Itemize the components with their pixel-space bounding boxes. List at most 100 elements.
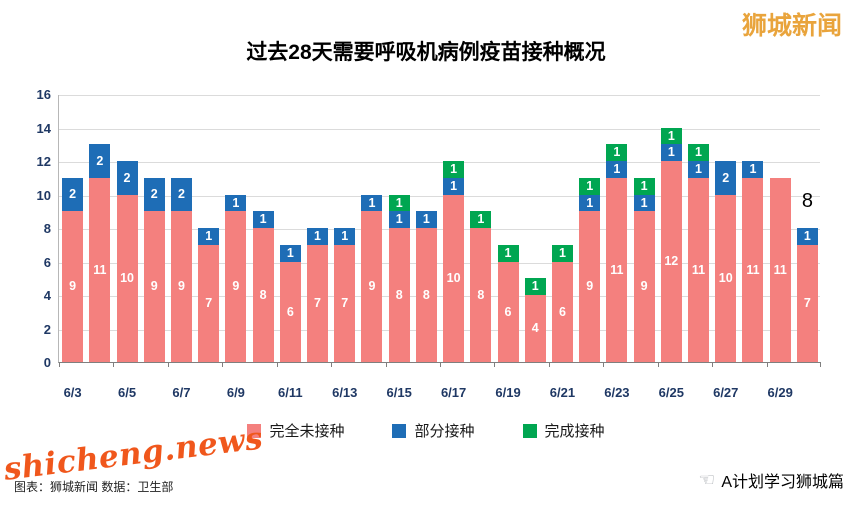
bar-segment-partial: 2 bbox=[116, 161, 138, 195]
x-axis-tickmark bbox=[222, 362, 224, 367]
bar-segment-partial: 1 bbox=[606, 161, 628, 178]
bar-segment-value: 1 bbox=[586, 178, 594, 193]
bar-segment-value: 7 bbox=[803, 296, 811, 311]
y-axis-tick-label: 14 bbox=[36, 120, 51, 136]
bar-segment-value: 1 bbox=[477, 212, 485, 227]
y-axis-tick-label: 16 bbox=[36, 87, 51, 102]
bar-segment-partial: 1 bbox=[361, 194, 383, 212]
legend-item-unvaccinated: 完全未接种 bbox=[247, 420, 344, 441]
bar-segment-value: 10 bbox=[446, 271, 461, 285]
x-axis-tick-label: 6/21 bbox=[549, 385, 576, 400]
x-axis-tick-label: 6/15 bbox=[386, 385, 412, 400]
bar-segment-value: 7 bbox=[205, 296, 213, 311]
bar-segment-value: 1 bbox=[558, 245, 566, 260]
x-axis-tick-label: 6/9 bbox=[226, 385, 245, 400]
x-axis-tickmark bbox=[167, 362, 169, 367]
gridline bbox=[59, 229, 820, 230]
bar-segment-value: 1 bbox=[640, 195, 648, 210]
bar-segment-value: 11 bbox=[93, 262, 107, 277]
legend-swatch bbox=[247, 423, 262, 438]
bar-segment-value: 1 bbox=[695, 145, 702, 160]
bar-segment-value: 1 bbox=[205, 229, 213, 244]
legend-item-full: 完成接种 bbox=[522, 420, 605, 441]
bar-segment-value: 1 bbox=[286, 245, 294, 260]
x-axis-tickmark bbox=[331, 362, 333, 367]
bar-segment-partial: 1 bbox=[388, 211, 410, 228]
bar-segment-value: 11 bbox=[610, 262, 624, 277]
legend-label: 部分接种 bbox=[414, 423, 475, 440]
x-axis-tick-label: 6/23 bbox=[604, 385, 630, 400]
x-axis-tick-label: 6/27 bbox=[713, 385, 739, 400]
gridline bbox=[59, 162, 820, 163]
bar-segment-full: 1 bbox=[688, 144, 710, 161]
bar-segment-value: 1 bbox=[504, 245, 512, 260]
bar-segment-full: 1 bbox=[470, 211, 492, 228]
bar-segment-partial: 1 bbox=[279, 244, 301, 262]
x-axis-tickmark bbox=[276, 362, 278, 367]
bar-segment-value: 1 bbox=[422, 212, 430, 227]
x-axis-tickmark bbox=[113, 362, 115, 367]
bar-segment-value: 9 bbox=[150, 279, 158, 294]
y-axis-tick-label: 8 bbox=[43, 221, 51, 236]
bar-segment-value: 1 bbox=[314, 229, 321, 244]
bar-segment-unvaccinated: 11 bbox=[606, 177, 628, 362]
bar-segment-full: 1 bbox=[524, 278, 546, 295]
bar-segment-full: 1 bbox=[660, 127, 682, 145]
bar-segment-partial: 1 bbox=[415, 211, 437, 228]
bar-segment-partial: 2 bbox=[170, 177, 192, 212]
x-axis-tickmark bbox=[440, 362, 441, 367]
site-logo: 狮城新闻 bbox=[741, 11, 842, 40]
bar-segment-value: 1 bbox=[395, 212, 403, 227]
y-axis-tick-label: 12 bbox=[36, 154, 51, 169]
bar-segment-unvaccinated: 11 bbox=[769, 177, 791, 362]
bar-segment-value: 6 bbox=[286, 304, 294, 319]
y-axis-tick-label: 4 bbox=[43, 288, 51, 303]
gridline bbox=[59, 95, 820, 96]
bar-segment-partial: 1 bbox=[198, 228, 220, 245]
bar-segment-unvaccinated: 6 bbox=[497, 261, 519, 362]
bar-segment-value: 9 bbox=[586, 279, 594, 294]
bar-segment-value: 8 bbox=[477, 287, 485, 302]
bar-segment-value: 9 bbox=[368, 279, 376, 294]
bar-segment-unvaccinated: 8 bbox=[470, 228, 492, 362]
gridline bbox=[59, 262, 820, 264]
x-axis-tick-label: 6/17 bbox=[440, 385, 467, 400]
bar-segment-unvaccinated: 7 bbox=[796, 244, 818, 362]
gridline bbox=[59, 296, 820, 297]
gridline bbox=[59, 195, 820, 197]
bar-total-annotation: 8 bbox=[801, 189, 813, 212]
bar-segment-partial: 2 bbox=[62, 177, 84, 212]
bar-segment-partial: 1 bbox=[334, 228, 356, 245]
bar-segment-unvaccinated: 8 bbox=[388, 228, 410, 362]
bar-segment-unvaccinated: 10 bbox=[715, 194, 737, 362]
bar-segment-partial: 1 bbox=[443, 177, 465, 195]
bar-segment-value: 11 bbox=[746, 262, 760, 277]
chart-legend: 完全未接种 部分接种 完成接种 bbox=[0, 420, 852, 441]
bar-segment-partial: 1 bbox=[688, 161, 710, 178]
x-axis-tickmark bbox=[603, 362, 605, 367]
x-axis-tickmark bbox=[657, 362, 659, 367]
bar-segment-value: 9 bbox=[69, 279, 77, 294]
bar-segment-value: 7 bbox=[314, 296, 321, 311]
bar-segment-unvaccinated: 11 bbox=[89, 177, 111, 362]
bar-segment-partial: 1 bbox=[796, 228, 818, 245]
bar-segment-value: 1 bbox=[667, 145, 675, 160]
bar-segment-value: 1 bbox=[232, 195, 240, 210]
bar-segment-value: 1 bbox=[368, 195, 376, 210]
bar-segment-value: 1 bbox=[341, 229, 349, 244]
x-axis-tick-label: 6/11 bbox=[278, 385, 303, 400]
bar-segment-value: 6 bbox=[558, 304, 566, 319]
bar-segment-value: 12 bbox=[664, 254, 679, 269]
bar-segment-value: 9 bbox=[177, 279, 185, 294]
bar-segment-unvaccinated: 6 bbox=[551, 261, 573, 362]
bar-segment-partial: 1 bbox=[660, 144, 682, 161]
bar-segment-unvaccinated: 10 bbox=[443, 194, 465, 362]
bar-segment-unvaccinated: 7 bbox=[334, 244, 356, 362]
bar-segment-partial: 1 bbox=[579, 194, 601, 212]
bar-segment-unvaccinated: 11 bbox=[688, 177, 710, 362]
bar-segment-value: 1 bbox=[613, 145, 621, 160]
bar-segment-value: 8 bbox=[422, 287, 430, 302]
bar-segment-value: 1 bbox=[613, 162, 621, 177]
footer-brand: ☜ A计划学习狮城篇 bbox=[698, 468, 844, 492]
